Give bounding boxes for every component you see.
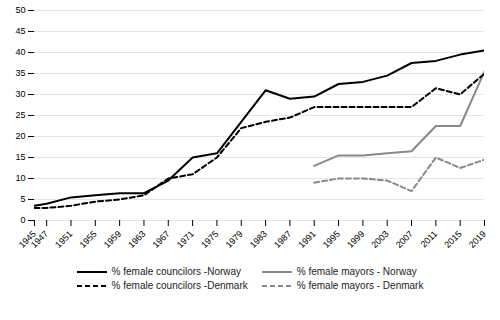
svg-text:20: 20 [15,131,25,141]
svg-text:1959: 1959 [102,229,123,250]
svg-text:50: 50 [15,5,25,15]
svg-text:2015: 2015 [442,229,463,250]
svg-text:10: 10 [15,173,25,183]
svg-text:35: 35 [15,68,25,78]
svg-text:1991: 1991 [296,229,317,250]
svg-text:2007: 2007 [394,229,415,250]
html-text:% female mayors - Denmark: % female mayors - Denmark [296,280,424,291]
svg-text:2019: 2019 [467,229,488,250]
svg-text:30: 30 [15,89,25,99]
svg-text:1995: 1995 [321,229,342,250]
svg-text:1967: 1967 [150,229,171,250]
svg-text:15: 15 [15,152,25,162]
html-text:% female councilors -Denmark: % female councilors -Denmark [111,280,248,291]
svg-text:1947: 1947 [29,229,50,250]
svg-text:0: 0 [20,215,25,225]
svg-text:1979: 1979 [223,229,244,250]
html-text:% female councilors -Norway: % female councilors -Norway [111,266,242,277]
svg-text:2003: 2003 [369,229,390,250]
svg-text:1999: 1999 [345,229,366,250]
svg-text:1951: 1951 [53,229,74,250]
svg-text:40: 40 [15,47,25,57]
svg-text:1971: 1971 [175,229,196,250]
svg-text:25: 25 [15,110,25,120]
svg-text:1955: 1955 [78,229,99,250]
svg-text:1945: 1945 [16,228,38,250]
svg-text:45: 45 [15,26,25,36]
html-text:% female mayors - Norway: % female mayors - Norway [296,266,417,277]
svg-text:1987: 1987 [272,229,293,250]
svg-text:1963: 1963 [126,229,147,250]
svg-text:1975: 1975 [199,229,220,250]
svg-text:2011: 2011 [419,229,440,250]
svg-text:5: 5 [20,194,25,204]
svg-text:1983: 1983 [248,229,269,250]
